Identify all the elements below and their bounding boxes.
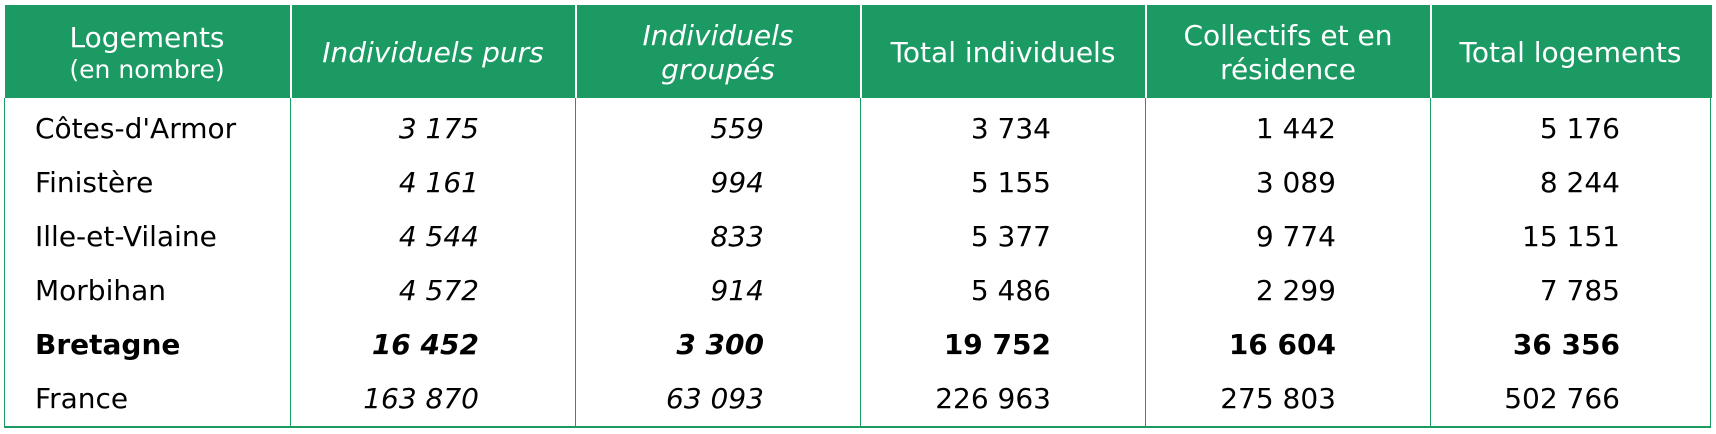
housing-table: Logements (en nombre) Individuels purs I…: [4, 5, 1712, 428]
cell-individuels-purs: 4 544: [290, 210, 576, 264]
row-label: Morbihan: [4, 264, 291, 318]
header-collectifs-line2: résidence: [1220, 52, 1356, 86]
cell-individuels-groupes: 3 300: [575, 318, 861, 372]
row-label: Finistère: [4, 156, 291, 210]
cell-total-individuels: 5 377: [860, 210, 1146, 264]
table-row: Finistère 4 161 994 5 155 3 089 8 244: [4, 156, 1711, 210]
cell-total-logements: 15 151: [1430, 210, 1711, 264]
cell-collectifs: 9 774: [1145, 210, 1431, 264]
header-logements: Logements (en nombre): [4, 5, 292, 98]
cell-individuels-groupes: 914: [575, 264, 861, 318]
header-individuels-groupes: Individuels groupés: [575, 5, 862, 98]
row-label: France: [4, 372, 291, 428]
table-row: Côtes-d'Armor 3 175 559 3 734 1 442 5 17…: [4, 98, 1711, 156]
cell-total-individuels: 3 734: [860, 98, 1146, 156]
cell-individuels-purs: 4 161: [290, 156, 576, 210]
housing-table-container: Logements (en nombre) Individuels purs I…: [4, 5, 1712, 428]
cell-total-individuels: 19 752: [860, 318, 1146, 372]
cell-individuels-groupes: 63 093: [575, 372, 861, 428]
table-row: Morbihan 4 572 914 5 486 2 299 7 785: [4, 264, 1711, 318]
cell-total-individuels: 226 963: [860, 372, 1146, 428]
table-row: Ille-et-Vilaine 4 544 833 5 377 9 774 15…: [4, 210, 1711, 264]
header-logements-title: Logements: [69, 20, 225, 54]
table-row: France 163 870 63 093 226 963 275 803 50…: [4, 372, 1711, 428]
header-logements-unit: (en nombre): [69, 54, 225, 84]
row-label: Bretagne: [4, 318, 291, 372]
row-label: Ille-et-Vilaine: [4, 210, 291, 264]
row-label: Côtes-d'Armor: [4, 98, 291, 156]
header-collectifs: Collectifs et en résidence: [1145, 5, 1432, 98]
cell-total-logements: 36 356: [1430, 318, 1711, 372]
cell-collectifs: 275 803: [1145, 372, 1431, 428]
cell-individuels-purs: 163 870: [290, 372, 576, 428]
header-total-logements: Total logements: [1430, 5, 1712, 98]
header-row: Logements (en nombre) Individuels purs I…: [4, 5, 1712, 98]
table-row-total-region: Bretagne 16 452 3 300 19 752 16 604 36 3…: [4, 318, 1711, 372]
cell-collectifs: 1 442: [1145, 98, 1431, 156]
cell-total-individuels: 5 486: [860, 264, 1146, 318]
cell-total-logements: 5 176: [1430, 98, 1711, 156]
cell-total-logements: 502 766: [1430, 372, 1711, 428]
cell-individuels-purs: 3 175: [290, 98, 576, 156]
cell-individuels-groupes: 833: [575, 210, 861, 264]
table-header: Logements (en nombre) Individuels purs I…: [4, 5, 1712, 98]
cell-collectifs: 3 089: [1145, 156, 1431, 210]
cell-individuels-purs: 16 452: [290, 318, 576, 372]
header-individuels-purs: Individuels purs: [290, 5, 577, 98]
header-individuels-groupes-line2: groupés: [661, 52, 775, 86]
cell-collectifs: 16 604: [1145, 318, 1431, 372]
header-total-individuels: Total individuels: [860, 5, 1147, 98]
cell-total-individuels: 5 155: [860, 156, 1146, 210]
header-individuels-groupes-line1: Individuels: [642, 18, 794, 52]
table-body: Côtes-d'Armor 3 175 559 3 734 1 442 5 17…: [4, 98, 1711, 428]
cell-collectifs: 2 299: [1145, 264, 1431, 318]
cell-total-logements: 8 244: [1430, 156, 1711, 210]
cell-individuels-groupes: 994: [575, 156, 861, 210]
cell-individuels-groupes: 559: [575, 98, 861, 156]
header-collectifs-line1: Collectifs et en: [1183, 18, 1393, 52]
cell-individuels-purs: 4 572: [290, 264, 576, 318]
cell-total-logements: 7 785: [1430, 264, 1711, 318]
